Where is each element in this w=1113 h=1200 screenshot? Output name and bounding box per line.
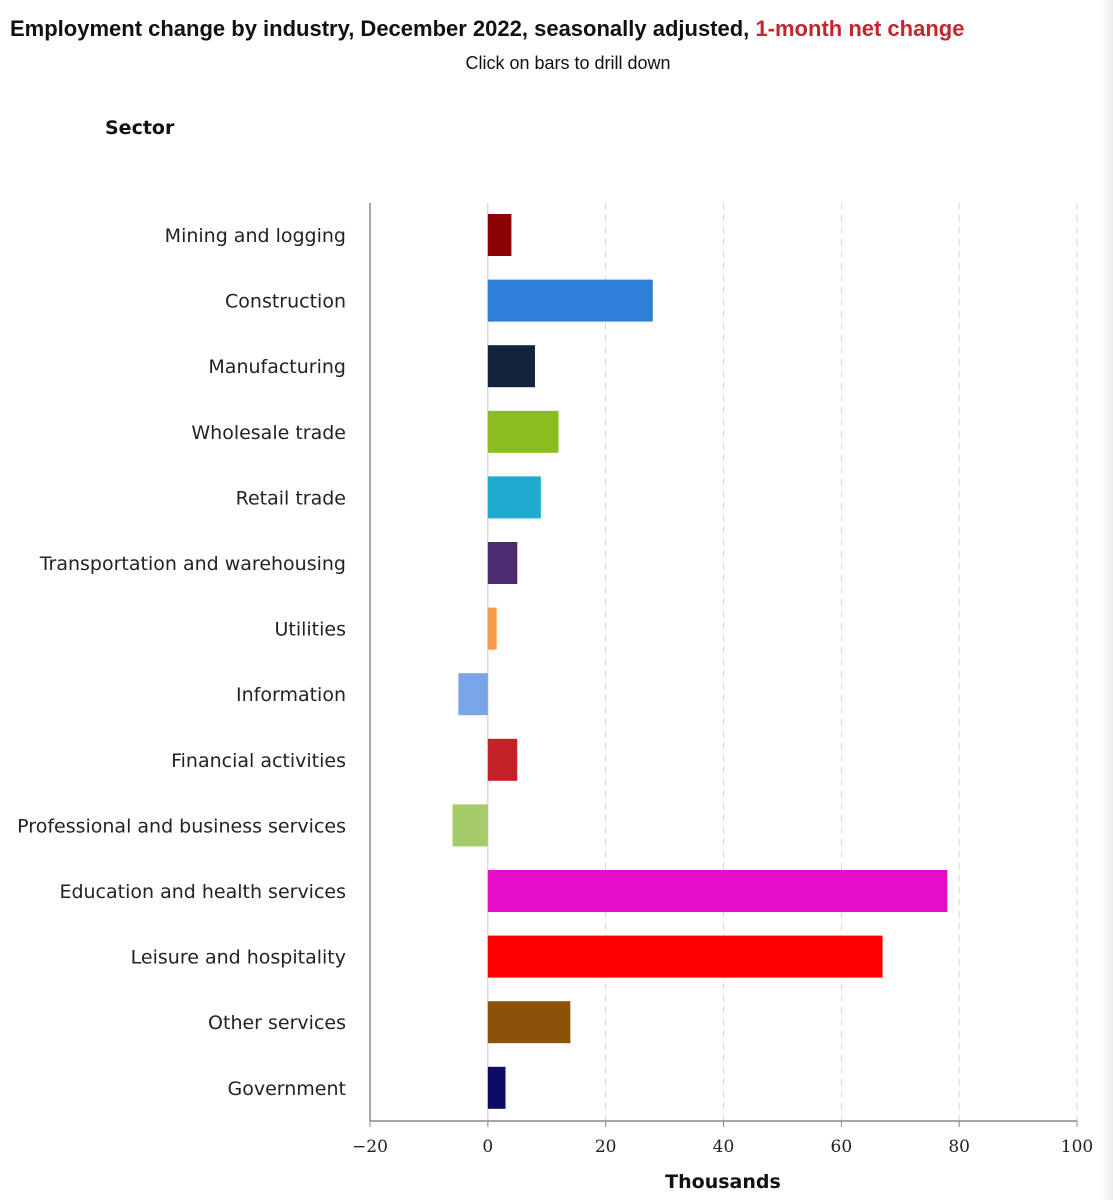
tick-labels: −20 0 20 40 60 80 100	[352, 1121, 1093, 1157]
bar-leisure-and-hospitality[interactable]	[487, 935, 883, 978]
category-label-construction: Construction	[225, 291, 346, 313]
chart-subtitle: Click on bars to drill down	[465, 53, 671, 73]
category-label-leisure-and-hospitality: Leisure and hospitality	[131, 947, 346, 969]
bar-retail-trade[interactable]	[487, 476, 541, 519]
category-label-professional-and-business-services: Professional and business services	[17, 815, 346, 837]
x-tick-label: 60	[831, 1137, 853, 1157]
bar-information[interactable]	[458, 673, 488, 716]
x-tick-label: 0	[482, 1137, 493, 1157]
x-tick-label: 80	[948, 1137, 970, 1157]
bar-financial-activities[interactable]	[487, 738, 518, 781]
category-label-utilities: Utilities	[274, 619, 346, 641]
grid-lines	[487, 203, 1078, 1121]
x-tick-label: 40	[713, 1137, 735, 1157]
bar-manufacturing[interactable]	[487, 345, 535, 388]
bar-wholesale-trade[interactable]	[487, 410, 559, 453]
x-axis-title: Thousands	[665, 1171, 781, 1193]
x-tick-label: −20	[352, 1137, 388, 1157]
x-tick-label: 100	[1061, 1137, 1093, 1157]
category-label-manufacturing: Manufacturing	[208, 356, 346, 378]
category-labels: Mining and logging Construction Manufactur…	[17, 225, 346, 1100]
bar-professional-and-business-services[interactable]	[452, 804, 488, 847]
category-label-retail-trade: Retail trade	[236, 487, 346, 509]
category-label-information: Information	[236, 684, 346, 706]
category-label-government: Government	[228, 1078, 347, 1100]
chart-title-main: Employment change by industry, December …	[10, 16, 750, 41]
category-label-wholesale-trade: Wholesale trade	[191, 422, 346, 444]
chart-title-highlight: 1-month net change	[755, 16, 965, 41]
bar-construction[interactable]	[487, 279, 653, 322]
bar-government[interactable]	[487, 1066, 506, 1109]
y-axis-title: Sector	[105, 117, 175, 139]
category-label-other-services: Other services	[208, 1012, 346, 1034]
category-label-mining-and-logging: Mining and logging	[165, 225, 346, 247]
chart-title: Employment change by industry, December …	[10, 16, 1100, 42]
bar-mining-and-logging[interactable]	[487, 214, 512, 256]
category-label-financial-activities: Financial activities	[171, 750, 346, 772]
page-edge-shadow	[1099, 0, 1113, 1200]
bar-utilities[interactable]	[487, 607, 497, 650]
bar-other-services[interactable]	[487, 1001, 571, 1044]
x-tick-label: 20	[595, 1137, 617, 1157]
category-label-education-and-health-services: Education and health services	[59, 881, 346, 903]
bar-education-and-health-services[interactable]	[487, 870, 948, 912]
bar-transportation-and-warehousing[interactable]	[487, 542, 518, 584]
bars	[452, 214, 948, 1109]
category-label-transportation-and-warehousing: Transportation and warehousing	[39, 553, 346, 575]
